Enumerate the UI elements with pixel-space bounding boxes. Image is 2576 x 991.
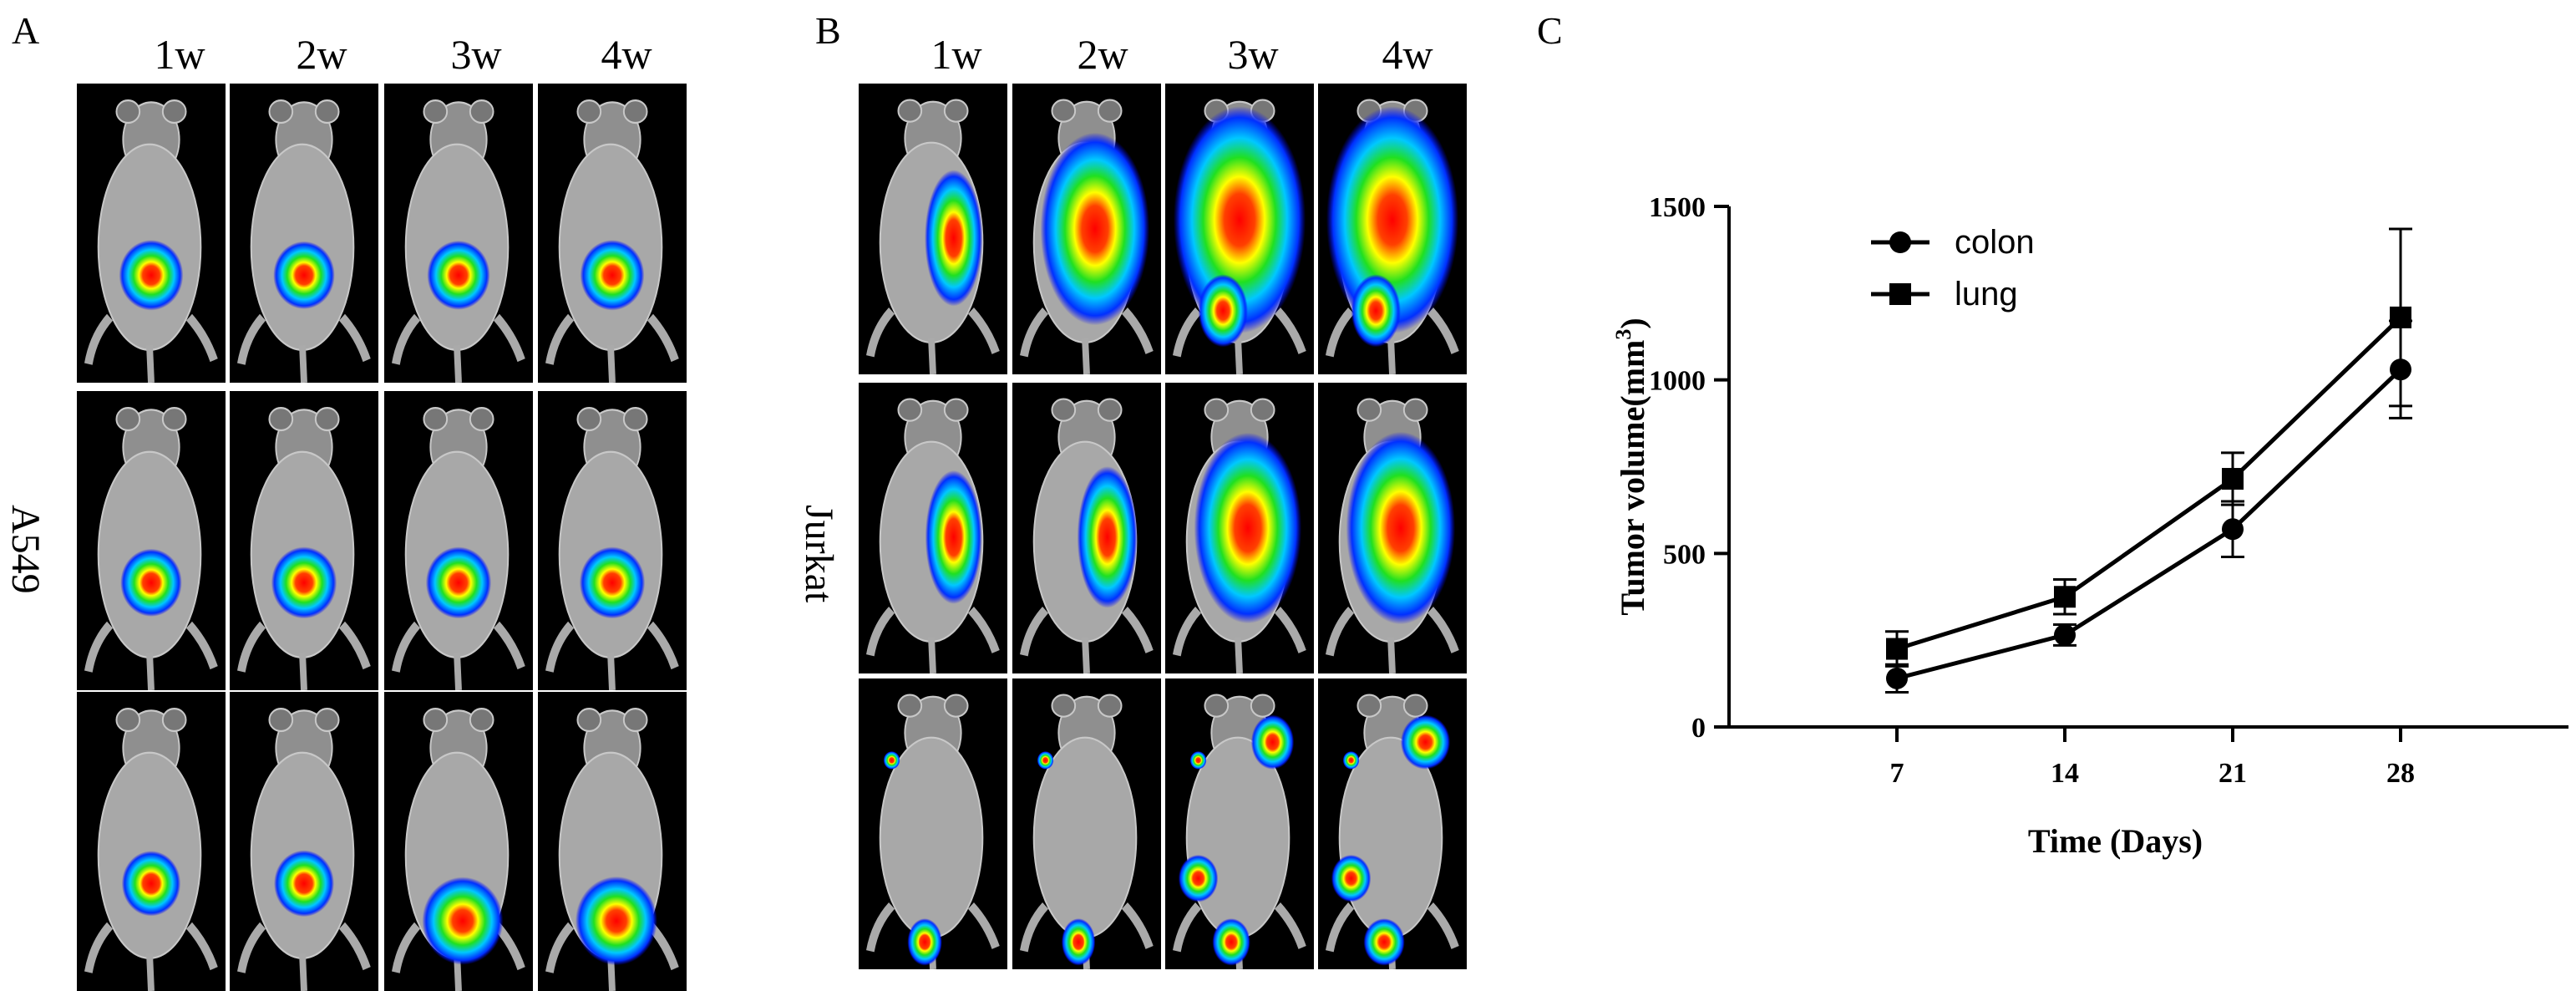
panel-b-tile-r2-w4	[1318, 383, 1467, 673]
panel-b-tile-r1-w3	[1165, 84, 1314, 374]
y-tick-label: 1000	[1649, 366, 1706, 397]
panel-a-week-3: 3w	[450, 31, 502, 78]
legend-entry-lung: lung	[1871, 276, 2018, 313]
panel-b-week-2: 2w	[1077, 31, 1128, 78]
panel-a-tile-r1-w1	[77, 84, 226, 383]
panel-b-tile-r1-w2	[1012, 84, 1161, 374]
panel-b-letter: B	[815, 9, 841, 52]
panel-a-tile-r2-w1	[77, 391, 226, 690]
panel-a-tile-r2-w2	[230, 391, 378, 690]
y-tick-label: 1500	[1649, 192, 1706, 223]
panel-b-week-1: 1w	[931, 31, 982, 78]
panel-a-tile-r1-w3	[384, 84, 533, 383]
data-point-lung	[2222, 468, 2244, 490]
panel-b-tile-r3-w4	[1318, 678, 1467, 969]
panel-b-tile-r3-w3	[1165, 678, 1314, 969]
svg-text:colon: colon	[1955, 224, 2035, 261]
panel-a-week-4: 4w	[601, 31, 652, 78]
panel-b-tile-r1-w4	[1318, 84, 1467, 374]
panel-a-tile-r3-w1	[77, 692, 226, 991]
x-tick-label: 21	[2219, 758, 2247, 789]
series-line-lung	[1896, 316, 2402, 651]
series-lung	[1885, 227, 2412, 668]
series-line-colon	[1896, 368, 2402, 681]
panel-a-week-2: 2w	[296, 31, 347, 78]
svg-text:lung: lung	[1955, 276, 2018, 313]
panel-a-letter: A	[12, 9, 40, 52]
panel-a-tile-r3-w3	[384, 692, 533, 991]
panel-b-tile-r3-w1	[859, 678, 1007, 969]
panel-a-week-1: 1w	[154, 31, 205, 78]
panel-a-tile-r3-w2	[230, 692, 378, 991]
legend-entry-colon: colon	[1871, 224, 2035, 261]
chart-axes	[1727, 206, 2568, 729]
panel-a-row-label: A549	[3, 505, 48, 594]
panel-b-tile-r1-w1	[859, 84, 1007, 374]
panel-a-tile-r2-w4	[538, 391, 687, 690]
series-colon	[1885, 319, 2412, 694]
panel-c-letter: C	[1537, 9, 1563, 52]
y-axis-title: Tumor volume(mm3)	[1611, 318, 1651, 615]
data-point-colon	[1886, 667, 1908, 689]
panel-b-tile-r2-w2	[1012, 383, 1161, 673]
panel-b-week-4: 4w	[1382, 31, 1433, 78]
data-point-lung	[2390, 306, 2411, 328]
panel-a-tile-r2-w3	[384, 391, 533, 690]
x-tick-label: 28	[2386, 758, 2415, 789]
panel-a-tile-r1-w2	[230, 84, 378, 383]
data-point-colon	[2222, 518, 2244, 541]
panel-b-row-label: Jurkat	[797, 505, 841, 603]
panel-a-tile-r1-w4	[538, 84, 687, 383]
tumor-volume-chart: 0 500 1000 1500 7 14 21 28 Time (Days) Tumor volu…	[1611, 192, 2568, 860]
panel-b-tile-r2-w3	[1165, 383, 1314, 673]
panel-b-tile-r3-w2	[1012, 678, 1161, 969]
data-point-lung	[1886, 638, 1908, 660]
y-tick-label: 500	[1663, 539, 1706, 570]
y-tick-label: 0	[1691, 713, 1706, 744]
panel-b-week-3: 3w	[1227, 31, 1279, 78]
data-point-lung	[2054, 586, 2076, 608]
data-point-colon	[2054, 623, 2076, 646]
x-axis-title: Time (Days)	[2028, 822, 2203, 860]
panel-b-tile-r2-w1	[859, 383, 1007, 673]
x-tick-label: 7	[1890, 758, 1904, 789]
panel-a-tile-r3-w4	[538, 692, 687, 991]
x-tick-label: 14	[2051, 758, 2079, 789]
